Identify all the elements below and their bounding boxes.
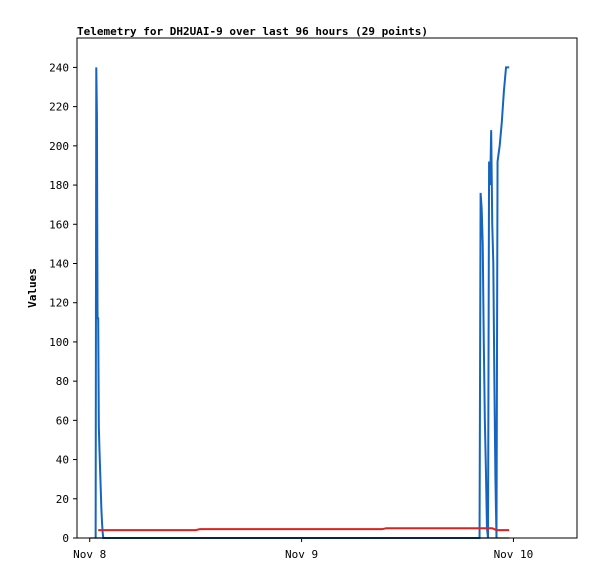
x-tick-label: Nov 10	[494, 548, 534, 561]
y-tick-label: 140	[49, 257, 69, 270]
x-axis: Nov 8 Nov 9 Nov 10	[73, 538, 533, 561]
y-tick-label: 100	[49, 336, 69, 349]
y-tick-label: 160	[49, 218, 69, 231]
x-tick-label: Nov 8	[73, 548, 106, 561]
y-tick-label: 0	[62, 532, 69, 545]
y-tick-label: 80	[56, 375, 69, 388]
series-line-1	[98, 527, 510, 532]
y-tick-label: 220	[49, 101, 69, 114]
series-layer	[89, 66, 510, 539]
y-axis: 0 20 40 60 80 100 120 140 160 180 200 220 240	[49, 61, 77, 545]
y-tick-label: 120	[49, 297, 69, 310]
chart-title: Telemetry for DH2UAI-9 over last 96 hour…	[77, 25, 428, 38]
y-axis-label: Values	[26, 268, 39, 308]
y-tick-label: 180	[49, 179, 69, 192]
x-tick-label: Nov 9	[285, 548, 318, 561]
y-tick-label: 200	[49, 140, 69, 153]
y-tick-label: 40	[56, 454, 69, 467]
y-tick-label: 60	[56, 414, 69, 427]
y-tick-label: 20	[56, 493, 69, 506]
series-line-0	[94, 66, 510, 539]
y-tick-label: 240	[49, 61, 69, 74]
